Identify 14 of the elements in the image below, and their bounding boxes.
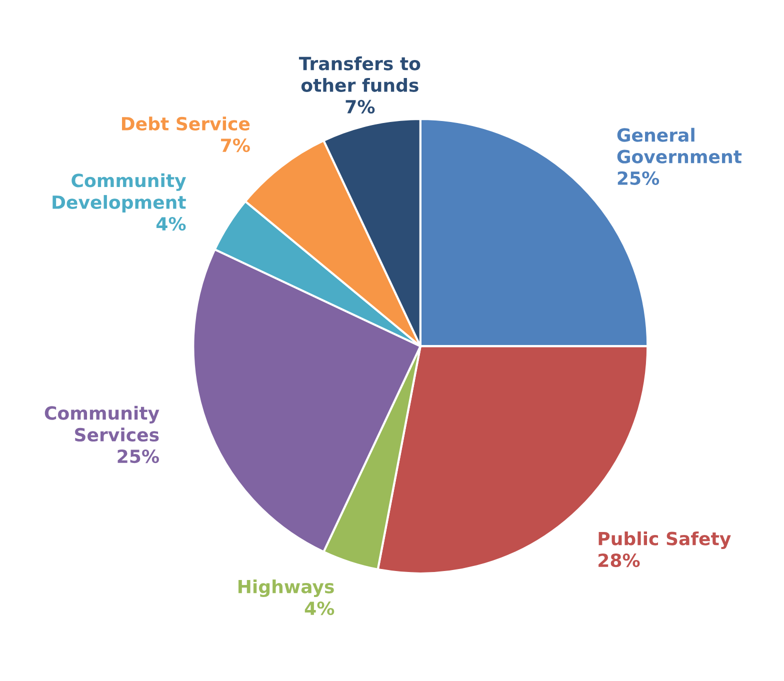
data-label: 25% — [118, 449, 159, 464]
data-label: 25% — [618, 171, 660, 186]
slice-label: General Government — [617, 128, 742, 164]
data-label: 7% — [346, 100, 375, 114]
data-label: 28% — [598, 553, 640, 568]
data-label: 7% — [221, 138, 250, 152]
slice-label: Public Safety — [598, 531, 731, 550]
data-label: 4% — [156, 216, 186, 231]
slice-label: Transfers to other funds — [298, 56, 420, 92]
slice-label: Community Development — [52, 173, 186, 213]
slice-label: Community Services — [44, 406, 160, 442]
data-label: 4% — [304, 601, 334, 616]
slice-label: Debt Service — [122, 116, 250, 131]
slice-label: Highways — [238, 579, 334, 598]
